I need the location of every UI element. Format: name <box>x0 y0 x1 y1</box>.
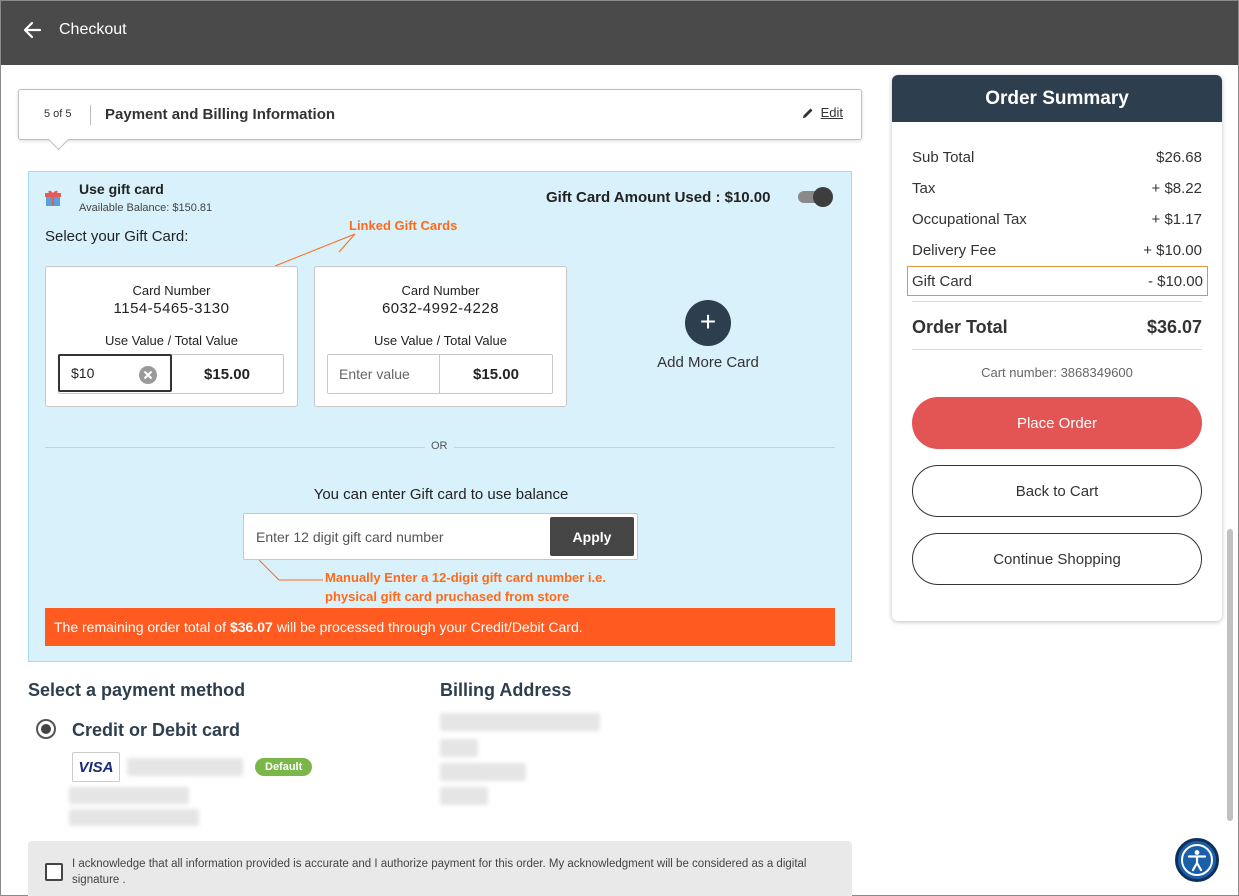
pencil-icon <box>802 108 813 118</box>
or-label: OR <box>425 440 454 452</box>
use-value-text: $10 <box>71 365 95 381</box>
step-header: 5 of 5 Payment and Billing Information E… <box>18 89 862 140</box>
billing-address-title: Billing Address <box>440 680 572 700</box>
redacted-card-expiry <box>69 809 199 826</box>
summary-value: + $1.17 <box>1151 211 1202 228</box>
payment-method-title: Select a payment method <box>28 680 246 700</box>
order-summary: Order Summary Sub Total $26.68 Tax + $8.… <box>892 75 1222 621</box>
value-box: Enter value $15.00 <box>327 354 553 394</box>
accessibility-icon <box>1181 844 1213 876</box>
acknowledgment-box: I acknowledge that all information provi… <box>28 841 852 896</box>
back-to-cart-button[interactable]: Back to Cart <box>912 465 1202 517</box>
summary-row-subtotal: Sub Total $26.68 <box>912 149 1202 166</box>
credit-card-label: Credit or Debit card <box>72 720 241 740</box>
summary-value: - $10.00 <box>1147 272 1203 290</box>
select-gift-card-label: Select your Gift Card: <box>45 228 189 245</box>
remaining-total-banner: The remaining order total of $36.07 will… <box>45 608 835 646</box>
gift-card-number-input[interactable]: Enter 12 digit gift card number Apply <box>243 513 638 560</box>
redacted-card-ending <box>69 787 189 804</box>
remaining-suffix: will be processed through your Credit/De… <box>276 619 583 635</box>
gift-card-input-placeholder: Enter 12 digit gift card number <box>256 529 444 545</box>
redacted-address-line-1 <box>440 713 600 731</box>
credit-card-radio[interactable] <box>36 719 56 739</box>
step-divider <box>90 105 91 125</box>
enter-gift-card-label: You can enter Gift card to use balance <box>313 486 569 503</box>
summary-value: + $8.22 <box>1151 180 1202 197</box>
card-number-value: 6032-4992-4228 <box>381 300 500 317</box>
gift-card-2: Card Number 6032-4992-4228 Use Value / T… <box>314 266 567 407</box>
annotation-arrow-linked <box>274 233 356 267</box>
continue-shopping-button[interactable]: Continue Shopping <box>912 533 1202 585</box>
summary-row-delivery-fee: Delivery Fee + $10.00 <box>912 242 1202 259</box>
order-total-label: Order Total <box>912 317 1008 337</box>
annotation-manual-entry: Manually Enter a 12-digit gift card numb… <box>325 568 606 606</box>
back-arrow-icon[interactable] <box>21 19 43 41</box>
total-value: $15.00 <box>204 365 250 383</box>
gift-card-panel: Use gift card Available Balance: $150.81… <box>28 171 852 662</box>
summary-row-tax: Tax + $8.22 <box>912 180 1202 197</box>
default-badge: Default <box>255 758 313 776</box>
summary-divider <box>912 301 1202 302</box>
summary-label: Gift Card <box>912 272 973 290</box>
total-value: $15.00 <box>473 365 519 383</box>
step-count: 5 of 5 <box>44 108 72 120</box>
card-number-label: Card Number <box>401 283 480 298</box>
use-value-placeholder: Enter value <box>339 366 410 382</box>
summary-value: + $10.00 <box>1143 242 1202 259</box>
summary-row-occupational-tax: Occupational Tax + $1.17 <box>912 211 1202 228</box>
use-value-input[interactable]: Enter value <box>328 355 440 393</box>
remaining-prefix: The remaining order total of <box>54 619 226 635</box>
top-bar: Checkout <box>1 1 1238 65</box>
available-balance: Available Balance: $150.81 <box>79 202 213 214</box>
add-more-card-label: Add More Card <box>657 354 759 371</box>
gift-card-amount-used: Gift Card Amount Used : $10.00 <box>546 189 771 206</box>
summary-row-gift-card: Gift Card - $10.00 <box>907 266 1208 296</box>
edit-label: Edit <box>820 105 843 120</box>
remaining-amount: $36.07 <box>229 619 273 635</box>
gift-card-1: Card Number 1154-5465-3130 Use Value / T… <box>45 266 298 407</box>
plus-icon: + <box>685 300 731 346</box>
annotation-linked-gift-cards: Linked Gift Cards <box>349 218 458 233</box>
toggle-knob <box>813 187 833 207</box>
order-total-row: Order Total $36.07 <box>912 317 1202 338</box>
acknowledgment-checkbox[interactable] <box>45 863 63 881</box>
value-box: $10 $15.00 <box>58 354 284 394</box>
add-more-card-button[interactable]: + Add More Card <box>653 300 763 371</box>
use-value-label: Use Value / Total Value <box>374 333 507 348</box>
card-number-value: 1154-5465-3130 <box>113 300 230 317</box>
annotation-arrow-manual <box>258 559 323 581</box>
annotation-manual-line-2: physical gift card pruchased from store <box>325 589 570 604</box>
accessibility-button[interactable] <box>1175 838 1219 882</box>
edit-link[interactable]: Edit <box>801 105 843 120</box>
redacted-address-line-2 <box>440 739 478 757</box>
order-total-value: $36.07 <box>1146 317 1202 337</box>
use-gift-card-title: Use gift card <box>79 181 164 197</box>
redacted-address-line-4 <box>440 787 488 805</box>
order-summary-title: Order Summary <box>892 75 1222 122</box>
summary-label: Tax <box>912 180 936 197</box>
card-number-label: Card Number <box>132 283 211 298</box>
step-title: Payment and Billing Information <box>105 106 336 123</box>
place-order-button[interactable]: Place Order <box>912 397 1202 449</box>
clear-icon[interactable] <box>138 365 158 385</box>
redacted-address-line-3 <box>440 763 526 781</box>
summary-value: $26.68 <box>1156 149 1202 166</box>
cart-number: Cart number: 3868349600 <box>981 365 1133 380</box>
gift-card-toggle[interactable] <box>796 187 833 207</box>
annotation-manual-line-1: Manually Enter a 12-digit gift card numb… <box>325 570 606 585</box>
summary-divider <box>912 349 1202 350</box>
use-value-input[interactable]: $10 <box>58 354 172 392</box>
visa-logo: VISA <box>72 752 120 782</box>
use-value-label: Use Value / Total Value <box>105 333 238 348</box>
page-title: Checkout <box>59 21 127 38</box>
apply-button[interactable]: Apply <box>550 517 634 556</box>
redacted-cardholder-name <box>127 758 243 776</box>
gift-icon <box>45 190 61 206</box>
summary-label: Occupational Tax <box>912 211 1027 228</box>
scrollbar[interactable] <box>1227 529 1233 821</box>
acknowledgment-text: I acknowledge that all information provi… <box>72 858 807 886</box>
summary-label: Delivery Fee <box>912 242 997 259</box>
summary-label: Sub Total <box>912 149 975 166</box>
